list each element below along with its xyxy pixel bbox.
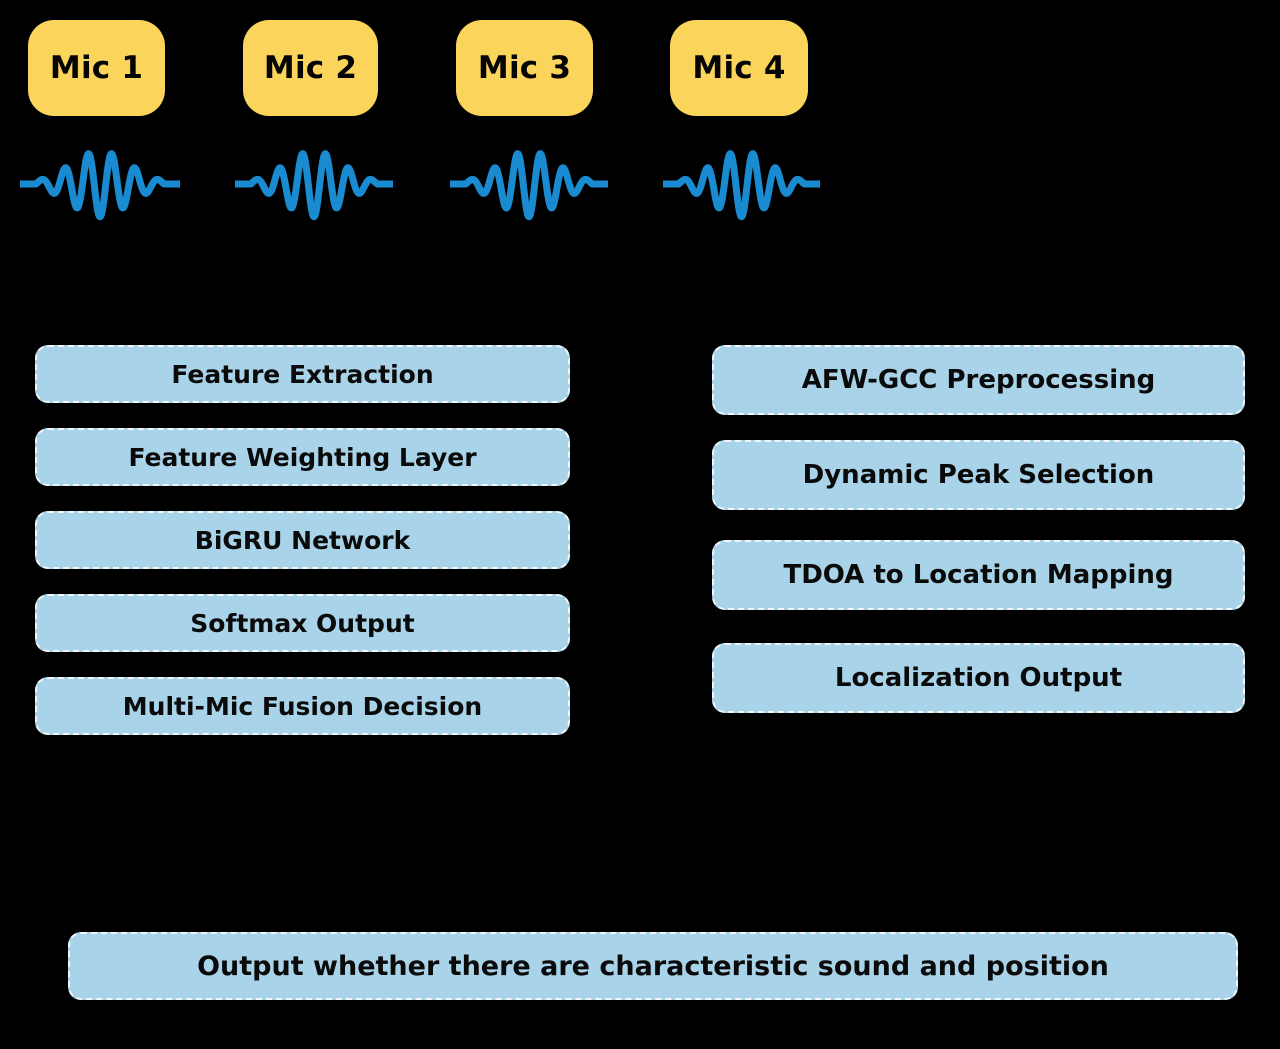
localization-stage-label-1: AFW-GCC Preprocessing <box>801 365 1156 395</box>
mic-waveform-4 <box>663 143 820 225</box>
mic-node-2[interactable]: Mic 2 <box>243 20 378 116</box>
waveform-icon <box>20 143 180 225</box>
detection-stage-2[interactable]: Feature Weighting Layer <box>35 428 570 486</box>
localization-stage-label-4: Localization Output <box>834 663 1123 693</box>
mic-label-2: Mic 2 <box>263 49 358 86</box>
final-output-box[interactable]: Output whether there are characteristic … <box>68 932 1238 1000</box>
mic-waveform-3 <box>450 143 608 225</box>
mic-label-3: Mic 3 <box>477 49 572 86</box>
mic-label-1: Mic 1 <box>49 49 144 86</box>
detection-stage-label-2: Feature Weighting Layer <box>128 442 477 472</box>
localization-stage-4[interactable]: Localization Output <box>712 643 1245 713</box>
mic-label-4: Mic 4 <box>692 49 786 86</box>
localization-stage-label-2: Dynamic Peak Selection <box>802 460 1155 490</box>
detection-stage-1[interactable]: Feature Extraction <box>35 345 570 403</box>
mic-waveform-2 <box>235 143 393 225</box>
localization-stage-2[interactable]: Dynamic Peak Selection <box>712 440 1245 510</box>
waveform-icon <box>450 143 608 225</box>
waveform-icon <box>235 143 393 225</box>
mic-waveform-1 <box>20 143 180 225</box>
detection-stage-4[interactable]: Softmax Output <box>35 594 570 652</box>
waveform-icon <box>663 143 820 225</box>
mic-node-4[interactable]: Mic 4 <box>670 20 808 116</box>
localization-stage-label-3: TDOA to Location Mapping <box>783 560 1174 590</box>
detection-stage-label-4: Softmax Output <box>190 608 415 638</box>
detection-stage-3[interactable]: BiGRU Network <box>35 511 570 569</box>
detection-stage-label-3: BiGRU Network <box>194 525 411 555</box>
mic-node-3[interactable]: Mic 3 <box>456 20 593 116</box>
detection-stage-label-5: Multi-Mic Fusion Decision <box>122 691 483 721</box>
detection-stage-label-1: Feature Extraction <box>171 359 434 389</box>
localization-stage-3[interactable]: TDOA to Location Mapping <box>712 540 1245 610</box>
mic-node-1[interactable]: Mic 1 <box>28 20 165 116</box>
detection-stage-5[interactable]: Multi-Mic Fusion Decision <box>35 677 570 735</box>
localization-stage-1[interactable]: AFW-GCC Preprocessing <box>712 345 1245 415</box>
final-output-label: Output whether there are characteristic … <box>197 950 1109 982</box>
